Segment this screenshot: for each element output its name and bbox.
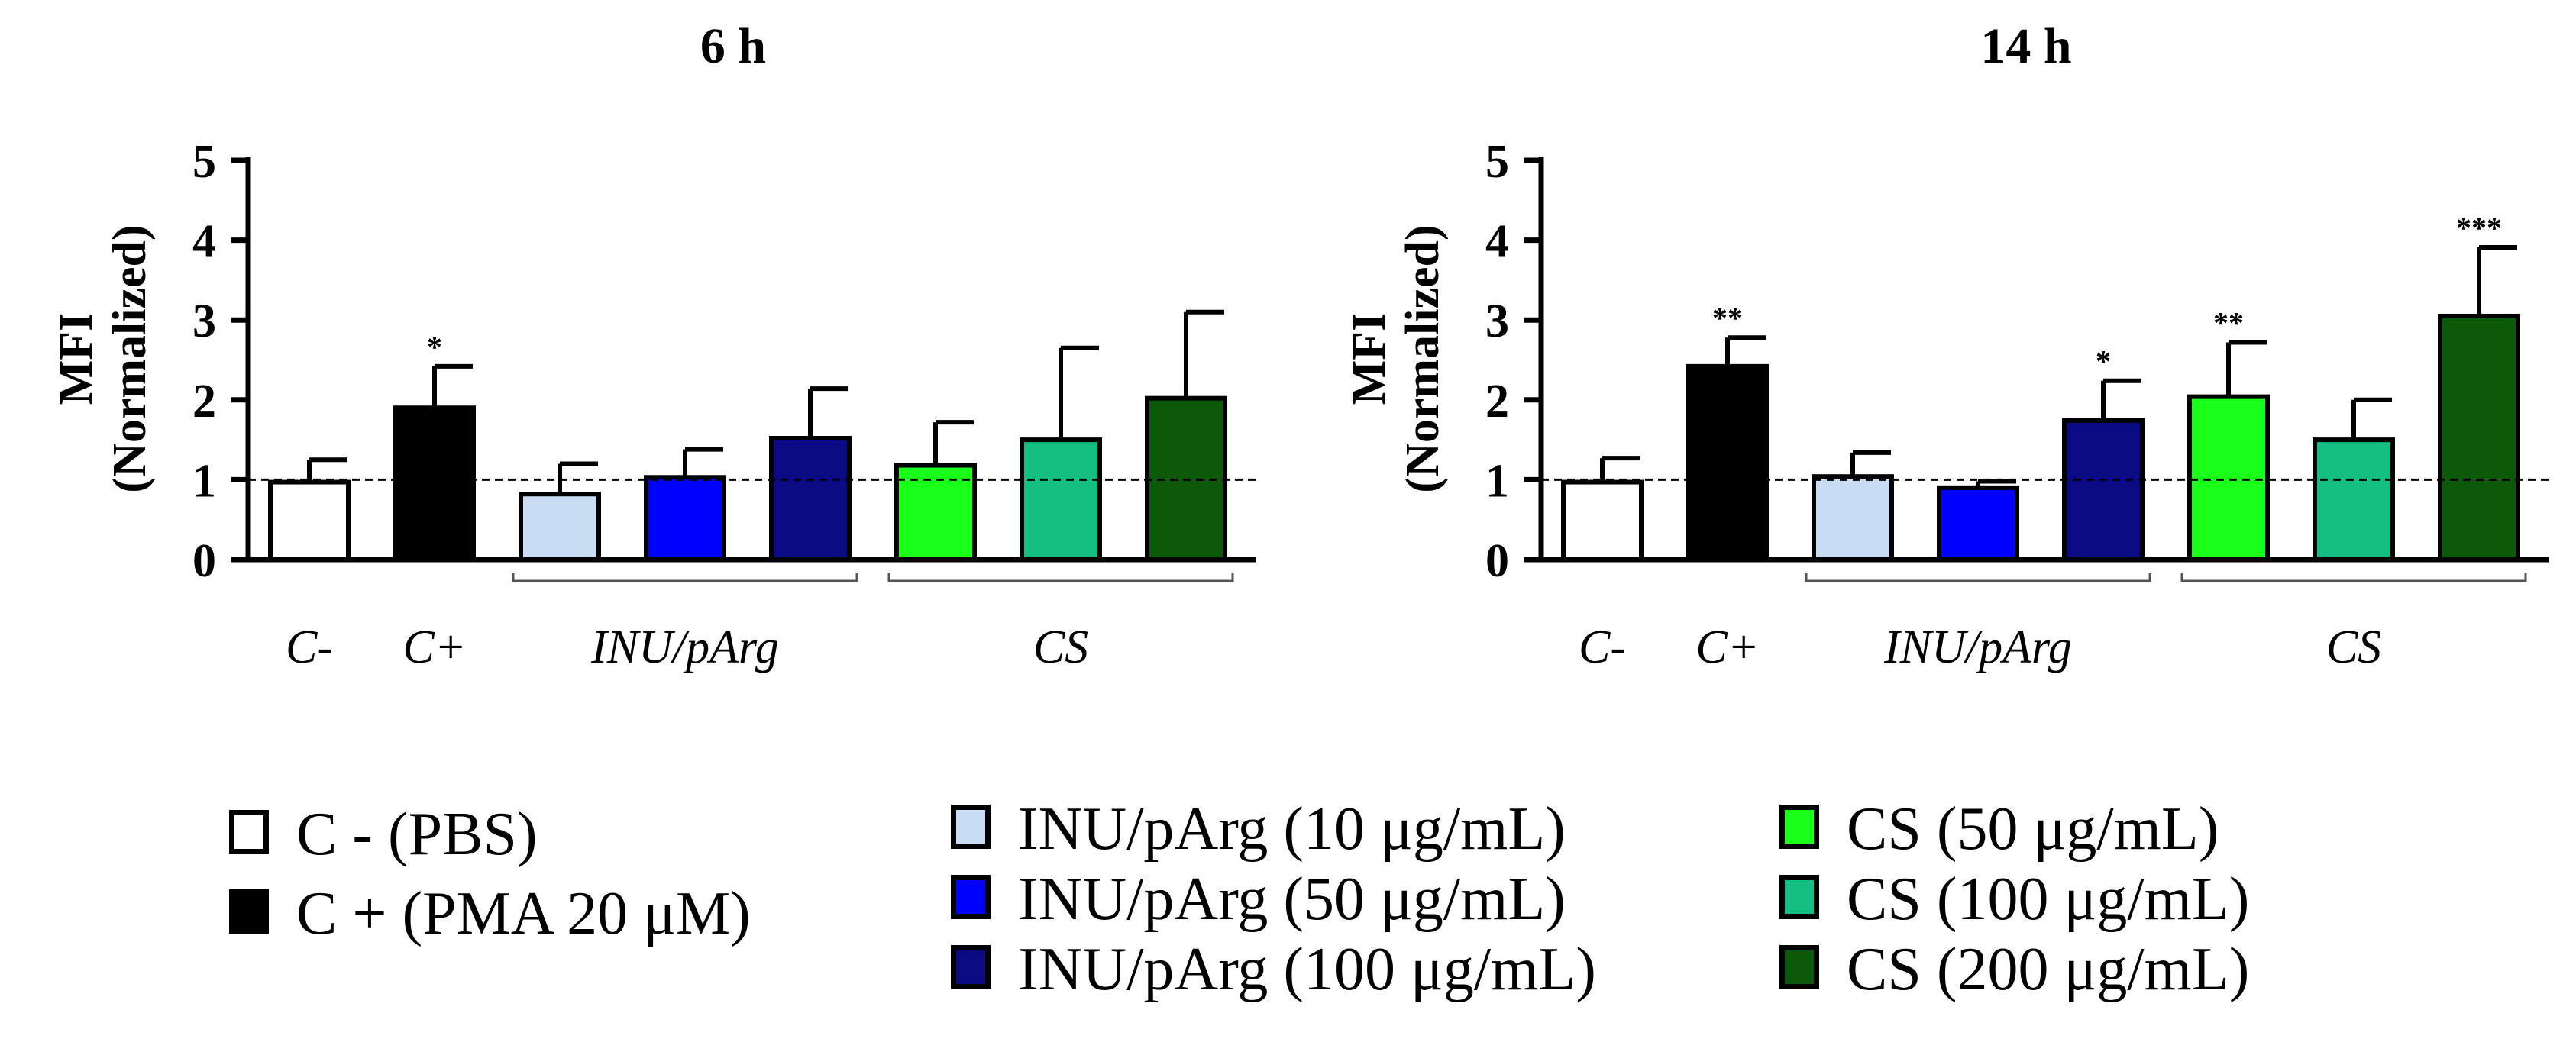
y-tick-label: 2	[1485, 376, 1509, 427]
legend-label: C - (PBS)	[296, 801, 538, 868]
legend-swatch	[1779, 875, 1819, 919]
bar	[2438, 313, 2520, 562]
significance-marker: *	[2096, 344, 2111, 379]
y-tick-label: 4	[1485, 216, 1509, 268]
bar	[1561, 479, 1644, 563]
y-axis-label-line1: MFI	[50, 313, 102, 405]
y-tick-label: 1	[1485, 455, 1509, 507]
y-tick-label: 5	[1485, 136, 1509, 188]
group-label: INU/pArg	[1883, 621, 2072, 673]
y-tick-label: 5	[192, 136, 216, 188]
group-bracket-inu-parg	[512, 573, 858, 582]
chart-title: 6 h	[700, 18, 766, 74]
legend-label: INU/pArg (100 μg/mL)	[1018, 936, 1596, 1003]
y-tick-label: 3	[192, 295, 216, 347]
legend-label: CS (200 μg/mL)	[1847, 936, 2250, 1003]
bar	[1937, 485, 2019, 562]
bar	[2062, 418, 2145, 562]
y-tick-label: 0	[1485, 535, 1509, 587]
significance-marker: **	[2213, 305, 2244, 340]
group-bracket-inu-parg	[1805, 573, 2151, 582]
y-tick-label: 0	[192, 535, 216, 587]
legend-swatch	[951, 805, 991, 849]
legend-swatch	[951, 875, 991, 919]
legend-swatch	[229, 810, 269, 854]
bar	[644, 475, 726, 563]
y-axis-label-line1: MFI	[1343, 313, 1395, 405]
significance-marker: **	[1712, 301, 1743, 335]
legend-label: INU/pArg (10 μg/mL)	[1018, 795, 1566, 863]
chart-title: 14 h	[1980, 18, 2071, 74]
bar	[519, 492, 601, 563]
significance-marker: *	[427, 330, 442, 364]
significance-marker: ***	[2456, 211, 2502, 245]
chart-6h: 6 h MFI (Normalized) 0 1 2 3 4 5 * C- C+ INU/pArg CS	[50, 18, 1256, 673]
legend-label: CS (100 μg/mL)	[1847, 866, 2250, 933]
bar	[769, 436, 852, 562]
bar	[1812, 474, 1894, 562]
legend-label: C + (PMA 20 μM)	[296, 880, 751, 947]
group-label: CS	[1033, 621, 1088, 673]
legend-label: INU/pArg (50 μg/mL)	[1018, 866, 1566, 933]
bar	[393, 405, 476, 563]
y-tick-label: 4	[192, 216, 216, 268]
legend-swatch	[951, 945, 991, 989]
legend-swatch	[1779, 805, 1819, 849]
group-label: INU/pArg	[590, 621, 779, 673]
group-label: C+	[402, 621, 466, 673]
y-tick-label: 3	[1485, 295, 1509, 347]
bar	[2187, 394, 2270, 563]
group-bracket-cs	[2180, 573, 2527, 582]
bar	[1020, 437, 1102, 562]
group-label: C-	[286, 621, 333, 673]
group-label: CS	[2326, 621, 2381, 673]
bar	[2313, 437, 2395, 562]
legend-label: CS (50 μg/mL)	[1847, 795, 2219, 863]
legend-swatch	[1779, 945, 1819, 989]
bar	[894, 463, 977, 563]
legend-swatch	[229, 889, 269, 934]
group-label: C-	[1579, 621, 1626, 673]
bar	[1686, 363, 1769, 563]
group-label: C+	[1695, 621, 1759, 673]
y-axis-label-line2: (Normalized)	[1397, 224, 1449, 492]
group-bracket-cs	[887, 573, 1234, 582]
y-tick-label: 2	[192, 376, 216, 427]
y-axis-label-line2: (Normalized)	[104, 224, 156, 492]
bar	[268, 479, 351, 563]
y-tick-label: 1	[192, 455, 216, 507]
